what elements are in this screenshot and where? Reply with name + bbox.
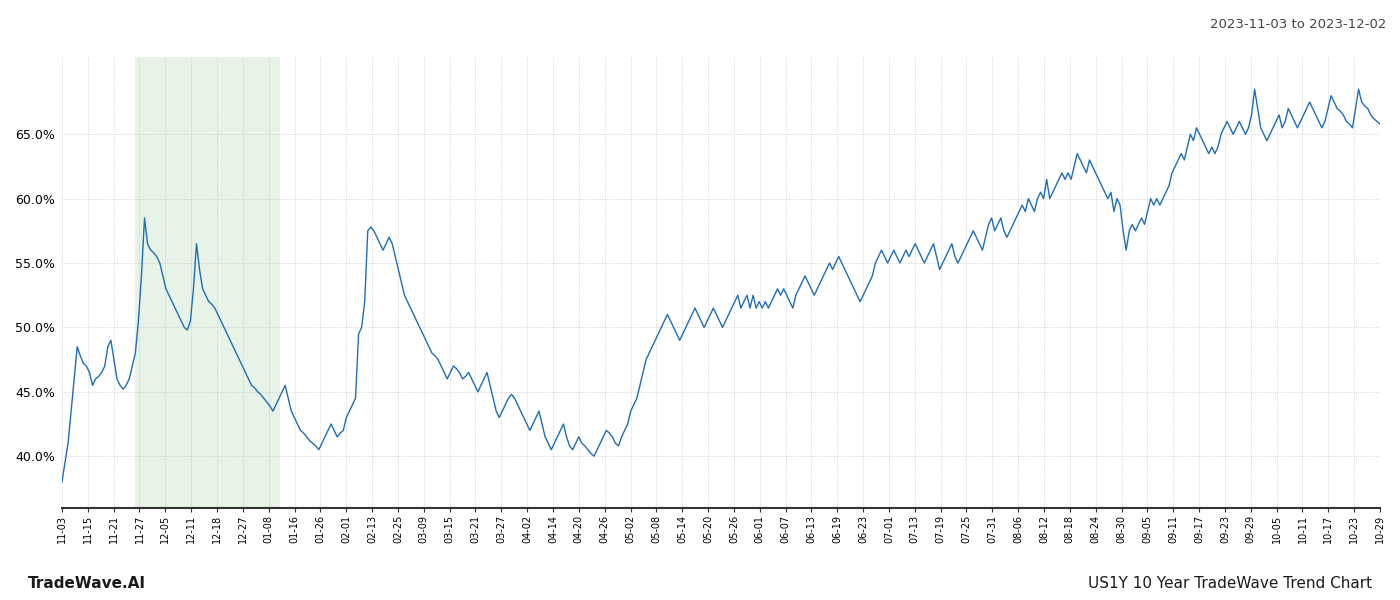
Text: TradeWave.AI: TradeWave.AI bbox=[28, 576, 146, 591]
Text: 2023-11-03 to 2023-12-02: 2023-11-03 to 2023-12-02 bbox=[1210, 18, 1386, 31]
Text: US1Y 10 Year TradeWave Trend Chart: US1Y 10 Year TradeWave Trend Chart bbox=[1088, 576, 1372, 591]
Bar bbox=[134, 57, 280, 508]
